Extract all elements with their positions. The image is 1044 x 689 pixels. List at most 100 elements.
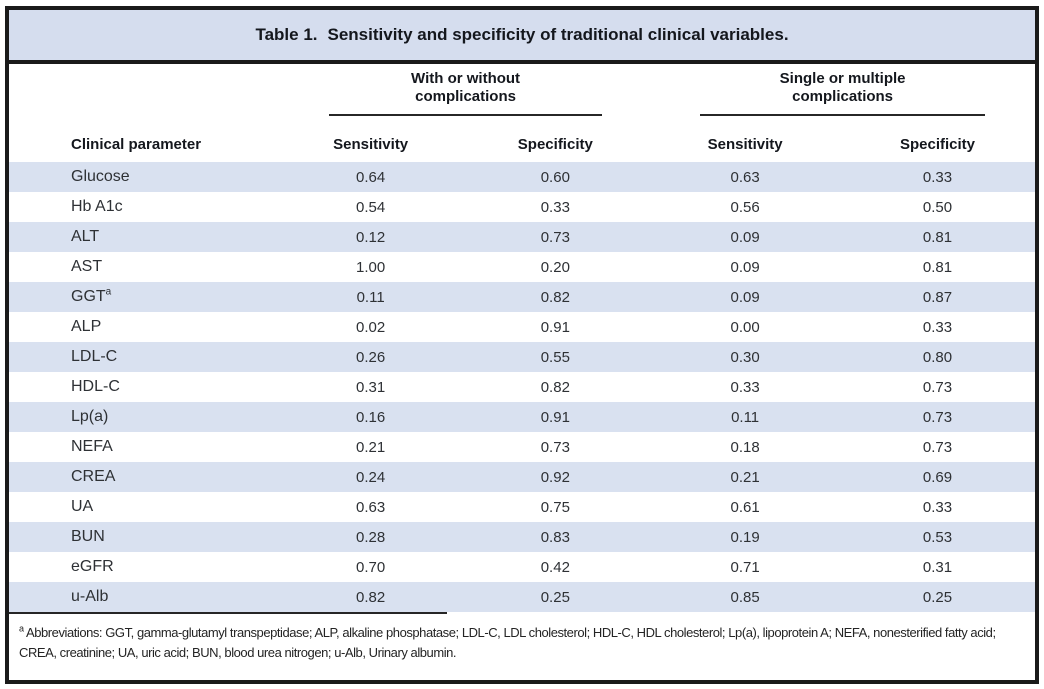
parameter-cell: u-Alb bbox=[71, 588, 109, 605]
parameter-cell: NEFA bbox=[71, 438, 113, 455]
value-cell: 0.56 bbox=[730, 198, 760, 216]
column-header-clinical-parameter: Clinical parameter bbox=[71, 135, 202, 153]
parameter-cell: GGTa bbox=[71, 286, 112, 305]
value-cell: 0.21 bbox=[730, 468, 760, 486]
table-row: AST 1.00 0.20 0.09 0.81 bbox=[9, 252, 1035, 282]
value-cell: 0.26 bbox=[356, 348, 386, 366]
parameter-cell: LDL-C bbox=[71, 348, 118, 365]
table-frame: Table 1. Sensitivity and specificity of … bbox=[5, 6, 1039, 684]
parameter-cell: BUN bbox=[71, 528, 105, 545]
value-cell: 0.24 bbox=[356, 468, 386, 486]
value-cell: 0.42 bbox=[540, 558, 570, 576]
group-header-single-or-multiple: Single or multiple complications bbox=[650, 64, 1035, 126]
value-cell: 0.09 bbox=[730, 228, 760, 246]
value-cell: 0.16 bbox=[356, 408, 386, 426]
table-row: UA 0.63 0.75 0.61 0.33 bbox=[9, 492, 1035, 522]
group-header-with-or-without: With or without complications bbox=[281, 64, 650, 126]
value-cell: 0.00 bbox=[730, 318, 760, 336]
value-cell: 0.09 bbox=[730, 258, 760, 276]
table-row: NEFA 0.21 0.73 0.18 0.73 bbox=[9, 432, 1035, 462]
footnote-line-1: a Abbreviations: GGT, gamma-glutamyl tra… bbox=[19, 623, 1027, 643]
value-cell: 0.87 bbox=[922, 288, 953, 306]
value-cell: 0.81 bbox=[922, 258, 953, 276]
value-cell: 0.50 bbox=[922, 198, 953, 216]
value-cell: 0.11 bbox=[731, 408, 760, 426]
value-cell: 0.63 bbox=[356, 498, 386, 516]
group-underline bbox=[700, 114, 985, 116]
value-cell: 0.54 bbox=[356, 198, 386, 216]
footnote-marker: a bbox=[19, 623, 24, 634]
value-cell: 0.12 bbox=[356, 228, 386, 246]
table-row: eGFR 0.70 0.42 0.71 0.31 bbox=[9, 552, 1035, 582]
value-cell: 0.09 bbox=[730, 288, 760, 306]
value-cell: 0.28 bbox=[356, 528, 386, 546]
parameter-cell: AST bbox=[71, 258, 103, 275]
table-title-text: Sensitivity and specificity of tradition… bbox=[327, 25, 789, 44]
value-cell: 0.64 bbox=[356, 168, 386, 186]
table-title-label: Table 1. bbox=[255, 25, 318, 44]
table-footnote: a Abbreviations: GGT, gamma-glutamyl tra… bbox=[9, 614, 1035, 663]
value-cell: 0.33 bbox=[922, 498, 953, 516]
value-cell: 0.25 bbox=[540, 588, 570, 606]
parameter-cell: HDL-C bbox=[71, 378, 120, 395]
table-row: HDL-C 0.31 0.82 0.33 0.73 bbox=[9, 372, 1035, 402]
table-title-band: Table 1. Sensitivity and specificity of … bbox=[9, 10, 1035, 64]
footnote-text-1: Abbreviations: GGT, gamma-glutamyl trans… bbox=[26, 625, 996, 640]
value-cell: 0.81 bbox=[922, 228, 953, 246]
value-cell: 0.31 bbox=[356, 378, 386, 396]
value-cell: 0.31 bbox=[922, 558, 953, 576]
value-cell: 0.33 bbox=[922, 318, 953, 336]
column-header-specificity-1: Specificity bbox=[517, 135, 593, 153]
value-cell: 0.55 bbox=[540, 348, 570, 366]
parameter-cell: Hb A1c bbox=[71, 198, 123, 215]
group-header-label: Single or multiple complications bbox=[779, 69, 906, 106]
value-cell: 0.18 bbox=[730, 438, 760, 456]
value-cell: 0.53 bbox=[922, 528, 953, 546]
clinical-variables-table: With or without complications Single or … bbox=[9, 64, 1035, 612]
column-header-row: Clinical parameter Sensitivity Specifici… bbox=[9, 126, 1035, 162]
table-row: ALP 0.02 0.91 0.00 0.33 bbox=[9, 312, 1035, 342]
column-header-sensitivity-2: Sensitivity bbox=[707, 135, 783, 153]
value-cell: 0.73 bbox=[540, 438, 570, 456]
parameter-cell: CREA bbox=[71, 468, 116, 485]
table-row: Glucose 0.64 0.60 0.63 0.33 bbox=[9, 162, 1035, 192]
value-cell: 1.00 bbox=[356, 258, 386, 276]
table-body: Glucose 0.64 0.60 0.63 0.33 Hb A1c 0.54 0.33 0.5… bbox=[9, 162, 1035, 612]
value-cell: 0.80 bbox=[922, 348, 953, 366]
parameter-cell: ALP bbox=[71, 318, 102, 335]
value-cell: 0.91 bbox=[540, 318, 570, 336]
value-cell: 0.63 bbox=[730, 168, 760, 186]
value-cell: 0.33 bbox=[730, 378, 760, 396]
value-cell: 0.71 bbox=[730, 558, 760, 576]
value-cell: 0.69 bbox=[922, 468, 953, 486]
value-cell: 0.82 bbox=[540, 288, 570, 306]
value-cell: 0.60 bbox=[540, 168, 570, 186]
parameter-cell: UA bbox=[71, 498, 94, 515]
value-cell: 0.70 bbox=[356, 558, 386, 576]
group-header-spacer bbox=[9, 64, 281, 126]
value-cell: 0.20 bbox=[540, 258, 570, 276]
group-header-row: With or without complications Single or … bbox=[9, 64, 1035, 126]
value-cell: 0.11 bbox=[356, 288, 385, 306]
value-cell: 0.85 bbox=[730, 588, 760, 606]
value-cell: 0.33 bbox=[540, 198, 570, 216]
column-header-sensitivity-1: Sensitivity bbox=[333, 135, 409, 153]
group-header-label: With or without complications bbox=[411, 69, 521, 106]
table-row: u-Alb 0.82 0.25 0.85 0.25 bbox=[9, 582, 1035, 612]
table-row: Hb A1c 0.54 0.33 0.56 0.50 bbox=[9, 192, 1035, 222]
value-cell: 0.73 bbox=[922, 378, 953, 396]
table-row: Lp(a) 0.16 0.91 0.11 0.73 bbox=[9, 402, 1035, 432]
value-cell: 0.02 bbox=[356, 318, 386, 336]
value-cell: 0.73 bbox=[922, 438, 953, 456]
parameter-cell: eGFR bbox=[71, 558, 114, 575]
value-cell: 0.19 bbox=[730, 528, 760, 546]
value-cell: 0.30 bbox=[730, 348, 760, 366]
table-row: ALT 0.12 0.73 0.09 0.81 bbox=[9, 222, 1035, 252]
table-bottom-rule bbox=[9, 612, 447, 614]
parameter-cell: Glucose bbox=[71, 168, 130, 185]
value-cell: 0.82 bbox=[356, 588, 386, 606]
value-cell: 0.73 bbox=[922, 408, 953, 426]
value-cell: 0.83 bbox=[540, 528, 570, 546]
parameter-cell: ALT bbox=[71, 228, 100, 245]
value-cell: 0.61 bbox=[730, 498, 760, 516]
